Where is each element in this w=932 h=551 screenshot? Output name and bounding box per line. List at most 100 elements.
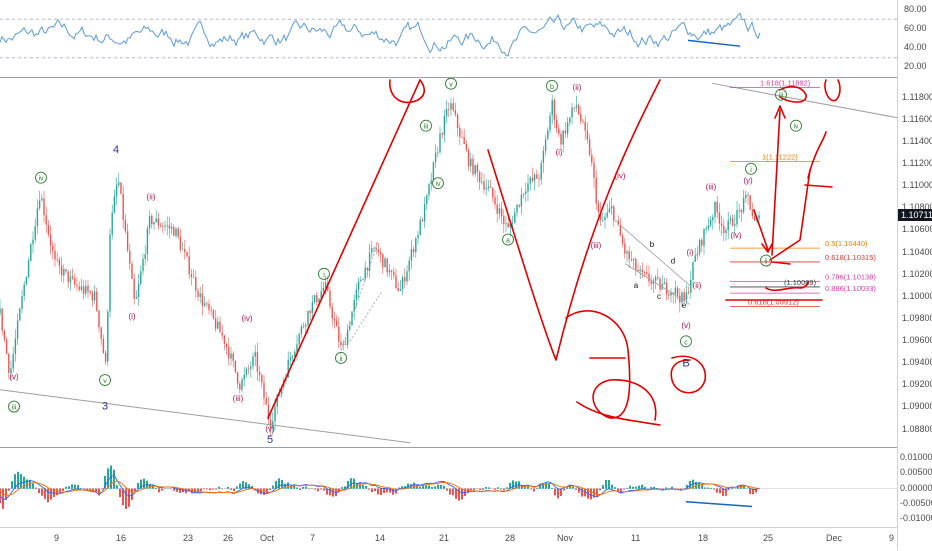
candle-body (525, 191, 526, 193)
candle-body (259, 372, 260, 375)
candle-body (129, 251, 130, 264)
candle-body (521, 195, 522, 207)
candle-body (527, 183, 528, 191)
drawing-annotations: 1.618(1.11892)1(1.11222)0.5(1.10440)0.61… (268, 79, 876, 425)
macd-tick-label: -0.00500 (900, 498, 932, 508)
rsi-pane-separator[interactable] (0, 77, 897, 78)
candle-body (668, 294, 669, 295)
fib-level-label: 0.618(1.09912) (748, 298, 799, 307)
fib-level-label: (1.10089) (784, 278, 817, 287)
wave-label: iii (424, 124, 429, 131)
candle-body (41, 198, 42, 200)
candle-body (609, 208, 610, 212)
macd-histogram-bar (566, 487, 568, 489)
candle-body (538, 179, 539, 180)
macd-histogram-bar (308, 489, 310, 490)
macd-histogram-bar (359, 483, 361, 489)
candle-body (213, 310, 214, 318)
macd-histogram-bar (443, 486, 445, 489)
fib-level-label: 0.618(1.10315) (825, 253, 876, 262)
candle-body (433, 162, 434, 180)
macd-histogram-bar (473, 489, 475, 491)
macd-histogram-bar (446, 489, 448, 491)
candle-body (274, 407, 275, 421)
candle-body (523, 194, 524, 195)
candle-body (204, 303, 205, 305)
macd-histogram-bar (230, 489, 232, 490)
macd-histogram-bar (623, 489, 625, 490)
candle-body (378, 249, 379, 251)
macd-histogram-bar (17, 472, 19, 489)
candle-body (109, 234, 110, 311)
candle-body (261, 375, 262, 382)
fib-level-label: 0.5(1.10440) (825, 239, 868, 248)
time-tick-label: 9 (54, 533, 59, 543)
candle-body (604, 217, 605, 220)
candle-body (743, 198, 744, 212)
candle-body (8, 354, 9, 373)
candle-body (483, 182, 484, 190)
candle-body (6, 339, 7, 353)
macd-histogram-bar (530, 489, 532, 490)
macd-histogram-bar (80, 488, 82, 489)
candle-body (193, 277, 194, 278)
candle-body (492, 188, 493, 198)
price-tick-label: 1.11600 (902, 114, 932, 124)
macd-histogram-bar (107, 468, 109, 488)
candle-body (32, 240, 33, 245)
candle-body (490, 187, 491, 188)
candle-body (556, 120, 557, 129)
macd-histogram-bar (575, 489, 577, 490)
macd-histogram-bar (392, 489, 394, 495)
wave-label: v (103, 378, 107, 385)
candle-body (719, 212, 720, 223)
time-tick-label: 26 (223, 533, 233, 543)
candle-body (369, 253, 370, 271)
candle-body (739, 210, 740, 211)
macd-histogram-bar (47, 489, 49, 503)
macd-histogram-bar (266, 489, 268, 494)
candle-body (266, 398, 267, 404)
candle-body (488, 187, 489, 188)
fib-level-label: 0.786(1.10138) (825, 273, 876, 282)
macd-histogram-bar (557, 489, 559, 499)
candle-body (417, 235, 418, 238)
candle-body (464, 137, 465, 144)
price-tick-label: 1.10400 (902, 247, 932, 257)
time-tick-label: 11 (631, 533, 640, 543)
candle-body (428, 184, 429, 195)
wave-label: iii (779, 93, 784, 100)
macd-histogram-bar (605, 480, 607, 489)
candle-body (611, 206, 612, 208)
candle-body (189, 256, 190, 274)
candle-body (186, 252, 187, 256)
candle-body (754, 216, 755, 221)
candle-body (503, 216, 504, 224)
candle-body (706, 228, 707, 229)
candle-body (437, 152, 438, 153)
candle-body (250, 367, 251, 369)
candle-body (461, 137, 462, 138)
candle-body (244, 375, 245, 380)
macd-histogram-bar (272, 486, 274, 489)
circle-top-right (825, 80, 840, 101)
arrow-up-1 (772, 110, 780, 255)
macd-histogram-bar (299, 489, 301, 490)
macd-histogram-bar (602, 485, 604, 489)
macd-histogram-bar (533, 489, 535, 492)
candle-body (532, 178, 533, 181)
rsi-pane (0, 13, 897, 57)
candle-body (692, 262, 693, 280)
macd-histogram-bar (128, 489, 130, 507)
candle-body (547, 130, 548, 139)
macd-histogram-bar (68, 486, 70, 489)
candle-body (659, 278, 660, 289)
macd-histogram-bar (221, 489, 223, 490)
candle-body (714, 202, 715, 217)
macd-pane-separator[interactable] (0, 447, 897, 448)
candle-body (387, 258, 388, 272)
candle-body (4, 331, 5, 340)
candle-body (162, 226, 163, 227)
candle-body (587, 131, 588, 139)
